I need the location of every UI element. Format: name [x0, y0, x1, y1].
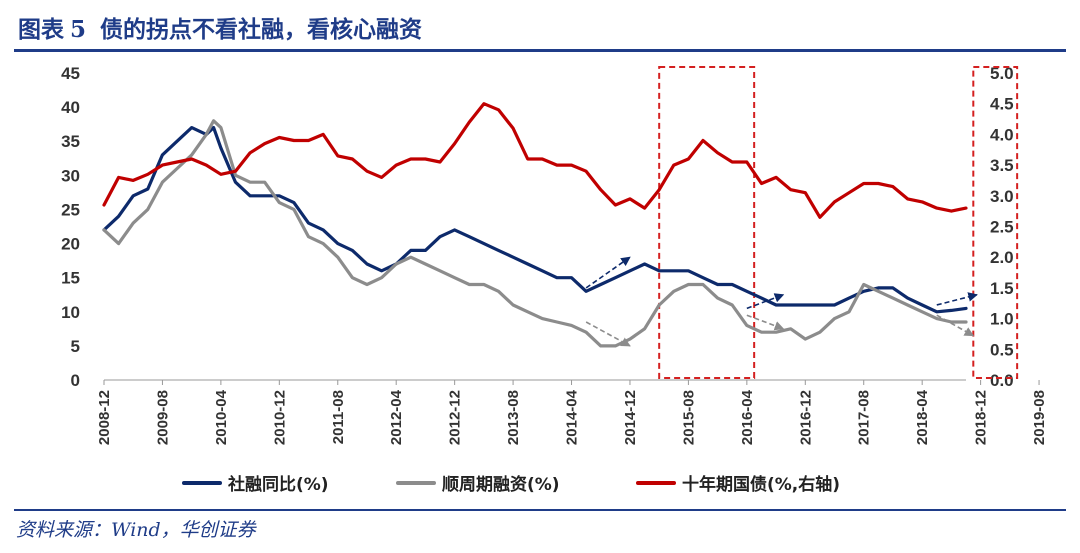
y-left-tick-label: 35 [61, 132, 80, 151]
y-right-tick-label: 3.0 [990, 187, 1014, 206]
y-right-tick-label: 3.5 [990, 156, 1014, 175]
x-tick-label: 2008-12 [96, 390, 113, 445]
y-left-tick-label: 20 [61, 235, 80, 254]
y-left-tick-label: 25 [61, 200, 80, 219]
x-tick-label: 2019-08 [1031, 390, 1048, 445]
legend-label-procyclical: 顺周期融资(%) [442, 475, 560, 495]
x-tick-label: 2013-08 [505, 390, 522, 445]
x-tick-label: 2010-12 [271, 390, 288, 445]
x-tick-label: 2012-04 [388, 389, 405, 445]
x-tick-label: 2016-12 [797, 390, 814, 445]
y-right-tick-label: 1.0 [990, 310, 1014, 329]
figure-number: 5 [70, 16, 87, 43]
legend-item-social: 社融同比(%) [182, 470, 329, 495]
trend-arrow [585, 256, 631, 289]
x-tick-label: 2014-12 [622, 390, 639, 445]
x-tick-label: 2016-04 [739, 389, 756, 445]
x-tick-label: 2010-04 [213, 389, 230, 445]
x-tick-label: 2018-12 [973, 390, 990, 445]
y-right-tick-label: 4.0 [990, 125, 1014, 144]
legend-label-bond: 十年期国债(%,右轴) [682, 475, 841, 495]
legend-swatch-procyclical [396, 480, 436, 485]
x-tick-label: 2014-04 [564, 389, 581, 445]
x-tick-label: 2015-08 [680, 390, 697, 445]
trend-arrow [746, 293, 785, 310]
legend-swatch-bond [636, 480, 676, 485]
y-right-tick-label: 4.5 [990, 95, 1014, 114]
series-line-social-financing [102, 126, 968, 314]
legend-swatch-social [182, 480, 222, 485]
x-tick-label: 2018-04 [914, 389, 931, 445]
figure-title: 图表 5 债的拐点不看社融，看核心融资 [18, 10, 422, 44]
y-right-tick-label: 5.0 [990, 64, 1014, 83]
legend-item-procyclical: 顺周期融资(%) [396, 470, 560, 495]
x-tick-label: 2017-08 [856, 390, 873, 445]
series-line-10y-bond [102, 102, 968, 219]
title-rule [14, 49, 1066, 52]
y-right-tick-label: 2.5 [990, 218, 1014, 237]
highlight-box [972, 66, 1019, 379]
legend-label-social: 社融同比(%) [228, 475, 329, 495]
y-left-tick-label: 30 [61, 166, 80, 185]
chart: 45 40 35 30 25 20 15 10 5 0 5.0 4.5 4.0 3.5 3.0 2.5 2.0 1… [61, 64, 1048, 445]
y-left-tick-label: 40 [61, 98, 80, 117]
y-right-tick-label: 0.5 [990, 340, 1014, 359]
legend: 社融同比(%) 顺周期融资(%) 十年期国债(%,右轴) [0, 470, 1080, 498]
source-rule [14, 509, 1066, 511]
x-tick-label: 2012-12 [447, 390, 464, 445]
trend-arrow [936, 314, 975, 337]
trend-arrow [746, 314, 785, 331]
y-left-tick-label: 45 [61, 64, 80, 83]
source-note: 资料来源：Wind，华创证券 [16, 519, 256, 541]
x-tick-label: 2009-08 [154, 390, 171, 445]
y-left-tick-label: 15 [61, 269, 80, 288]
trend-arrow [936, 292, 978, 306]
x-tick-label: 2011-08 [330, 390, 347, 444]
y-right-tick-label: 1.5 [990, 279, 1014, 298]
trend-arrow [585, 321, 631, 347]
y-left-tick-label: 10 [61, 303, 80, 322]
figure-title-text: 债的拐点不看社融，看核心融资 [100, 16, 423, 43]
y-left-tick-label: 0 [71, 371, 80, 390]
figure-label: 图表 [18, 16, 64, 43]
y-right-tick-label: 0.0 [990, 371, 1014, 390]
y-right-tick-label: 2.0 [990, 248, 1014, 267]
y-left-tick-label: 5 [71, 337, 80, 356]
highlight-box [658, 66, 756, 379]
series-line-procyclical-financing [102, 119, 968, 348]
legend-item-bond: 十年期国债(%,右轴) [636, 470, 840, 495]
